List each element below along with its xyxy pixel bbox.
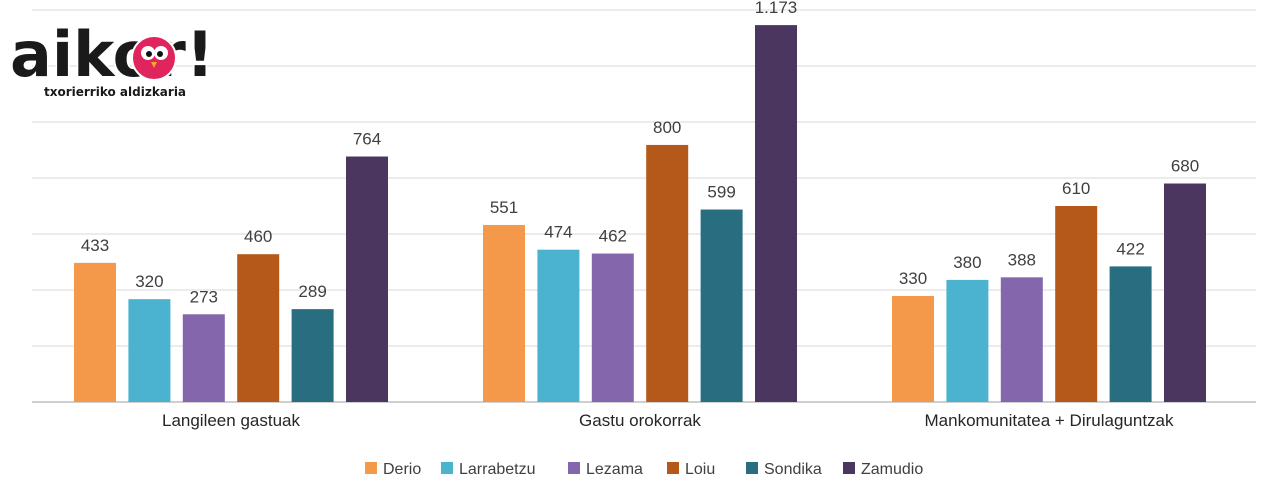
category-label: Gastu orokorrak — [579, 411, 701, 430]
data-label: 462 — [599, 227, 627, 246]
legend-label-sondika: Sondika — [764, 461, 822, 478]
bar-zamudio-2 — [755, 25, 797, 403]
data-label: 433 — [81, 236, 109, 255]
category-label: Langileen gastuak — [162, 411, 301, 430]
bar-derio-2 — [483, 224, 525, 402]
data-label: 764 — [353, 130, 381, 149]
bar-zamudio-3 — [1164, 183, 1206, 402]
logo-wordmark: aikor! — [10, 18, 214, 91]
bar-loiu-2 — [646, 144, 689, 403]
category-label: Mankomunitatea + Dirulaguntzak — [925, 411, 1174, 430]
legend-label-larrabetzu: Larrabetzu — [459, 461, 536, 478]
aikor-logo: aikor! txorierriko aldizkaria — [9, 17, 216, 100]
data-label: 599 — [707, 183, 735, 202]
legend-label-lezama: Lezama — [586, 461, 643, 478]
bar-lezama-2 — [591, 253, 634, 402]
bar-loiu-3 — [1055, 206, 1098, 402]
data-label: 330 — [899, 269, 927, 288]
data-label: 422 — [1116, 239, 1144, 258]
data-label: 551 — [490, 198, 518, 217]
bar-loiu-1 — [237, 254, 280, 402]
legend-label-zamudio: Zamudio — [861, 461, 923, 478]
bar-larrabetzu-2 — [537, 249, 580, 402]
data-label: 680 — [1171, 157, 1199, 176]
data-label: 388 — [1008, 250, 1036, 269]
bar-larrabetzu-3 — [946, 279, 989, 402]
data-label: 289 — [298, 282, 326, 301]
bar-lezama-1 — [182, 314, 225, 402]
legend-label-loiu: Loiu — [685, 461, 715, 478]
data-label: 460 — [244, 227, 272, 246]
legend-swatch-zamudio — [843, 462, 855, 474]
logo-tagline: txorierriko aldizkaria — [44, 85, 186, 99]
bar-derio-3 — [892, 295, 934, 402]
data-label: 474 — [544, 223, 572, 242]
data-label: 610 — [1062, 179, 1090, 198]
legend-label-derio: Derio — [383, 461, 421, 478]
data-label: 800 — [653, 118, 681, 137]
legend-swatch-derio — [365, 462, 377, 474]
data-label: 1.173 — [755, 0, 798, 17]
bird-icon — [131, 35, 177, 81]
bar-zamudio-1 — [346, 156, 388, 402]
bar-sondika-3 — [1109, 266, 1152, 402]
legend-swatch-lezama — [568, 462, 580, 474]
bar-derio-1 — [74, 262, 116, 402]
bar-lezama-3 — [1000, 277, 1043, 402]
legend-swatch-loiu — [667, 462, 679, 474]
bar-sondika-1 — [291, 309, 334, 402]
legend-swatch-larrabetzu — [441, 462, 453, 474]
data-label: 320 — [135, 272, 163, 291]
legend-swatch-sondika — [746, 462, 758, 474]
bar-sondika-2 — [700, 209, 743, 402]
data-label: 380 — [953, 253, 981, 272]
bar-larrabetzu-1 — [128, 299, 171, 402]
data-label: 273 — [190, 287, 218, 306]
